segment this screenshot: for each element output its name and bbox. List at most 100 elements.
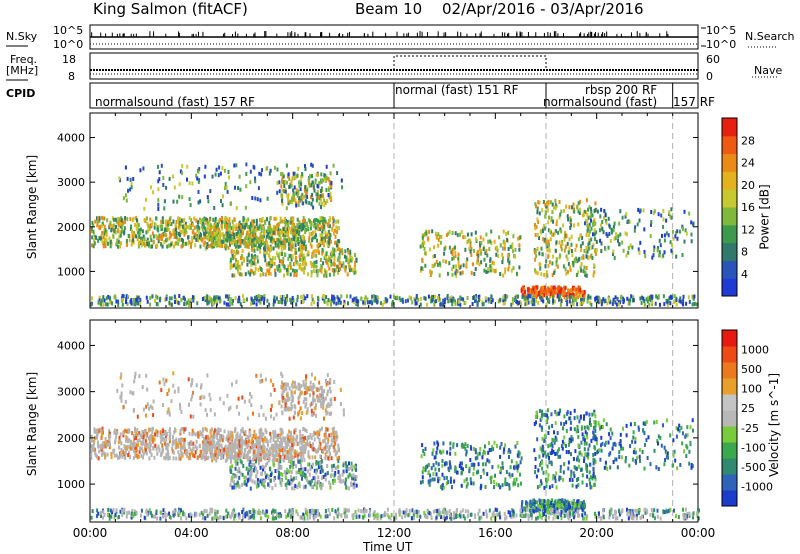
scatter-cell: [136, 218, 138, 223]
scatter-cell: [207, 443, 210, 448]
scatter-cell: [246, 434, 249, 439]
scatter-cell: [240, 233, 243, 238]
scatter-cell: [262, 452, 265, 457]
scatter-cell: [489, 239, 492, 244]
scatter-cell: [566, 214, 569, 219]
scatter-cell: [283, 273, 285, 278]
scatter-cell: [215, 441, 218, 446]
scatter-cell: [251, 196, 254, 200]
scatter-cell: [298, 484, 301, 489]
scatter-cell: [154, 244, 157, 249]
scatter-cell: [615, 302, 618, 307]
scatter-cell: [332, 163, 335, 168]
scatter-cell: [302, 485, 305, 490]
scatter-cell: [139, 168, 142, 173]
scatter-cell: [205, 218, 208, 222]
scatter-cell: [253, 225, 256, 230]
scatter-cell: [333, 262, 336, 267]
scatter-cell: [291, 231, 294, 236]
scatter-cell: [294, 171, 297, 176]
scatter-cell: [577, 286, 580, 291]
scatter-cell: [324, 431, 327, 436]
scatter-cell: [280, 298, 283, 303]
scatter-cell: [286, 227, 288, 232]
scatter-cell: [322, 439, 325, 444]
scatter-cell: [94, 429, 97, 434]
scatter-cell: [534, 257, 537, 262]
scatter-cell: [544, 210, 547, 215]
scatter-cell: [90, 438, 93, 443]
scatter-cell: [236, 431, 239, 436]
scatter-cell: [268, 225, 271, 230]
scatter-cell: [555, 262, 558, 267]
scatter-cell: [125, 239, 128, 243]
scatter-cell: [253, 255, 256, 260]
scatter-cell: [197, 200, 200, 205]
scatter-cell: [431, 298, 434, 303]
scatter-cell: [474, 295, 477, 300]
scatter-cell: [288, 439, 291, 443]
scatter-cell: [299, 264, 302, 268]
scatter-cell: [172, 435, 174, 439]
scatter-cell: [178, 456, 181, 461]
scatter-cell: [328, 257, 331, 262]
scatter-cell: [621, 240, 624, 245]
scatter-cell: [118, 435, 121, 440]
scatter-cell: [590, 245, 593, 250]
scatter-cell: [217, 455, 219, 460]
scatter-cell: [180, 244, 183, 249]
scatter-cell: [313, 221, 316, 226]
scatter-cell: [349, 294, 352, 299]
scatter-cell: [198, 234, 201, 239]
scatter-cell: [591, 213, 594, 218]
scatter-cell: [308, 455, 311, 460]
scatter-cell: [223, 186, 226, 191]
scatter-cell: [175, 227, 177, 232]
scatter-cell: [442, 298, 445, 303]
scatter-cell: [258, 224, 261, 229]
scatter-cell: [253, 429, 256, 434]
scatter-cell: [197, 238, 199, 243]
scatter-cell: [421, 257, 424, 262]
scatter-cell: [248, 259, 251, 264]
scatter-cell: [262, 442, 265, 447]
scatter-cell: [168, 176, 171, 181]
scatter-cell: [332, 439, 335, 444]
scatter-cell: [320, 216, 323, 221]
scatter-cell: [462, 263, 465, 268]
scatter-cell: [534, 223, 536, 227]
scatter-cell: [131, 234, 134, 239]
scatter-cell: [206, 435, 209, 440]
scatter-cell: [275, 442, 278, 447]
scatter-cell: [555, 240, 558, 245]
scatter-cell: [148, 441, 151, 446]
scatter-cell: [155, 216, 157, 221]
scatter-cell: [333, 478, 336, 483]
scatter-cell: [238, 439, 241, 444]
scatter-cell: [290, 247, 293, 252]
scatter-cell: [166, 449, 169, 454]
scatter-cell: [121, 302, 124, 307]
scatter-cell: [114, 440, 116, 445]
scatter-cell: [260, 445, 263, 450]
scatter-cell: [308, 236, 311, 240]
scatter-cell: [149, 223, 152, 228]
scatter-cell: [259, 295, 262, 300]
scatter-cell: [538, 200, 541, 205]
scatter-cell: [355, 483, 358, 488]
scatter-cell: [296, 298, 299, 303]
scatter-cell: [155, 234, 158, 239]
scatter-cell: [342, 261, 345, 266]
scatter-cell: [142, 451, 145, 456]
scatter-cell: [209, 297, 212, 302]
scatter-cell: [240, 256, 242, 261]
scatter-cell: [682, 302, 685, 307]
scatter-cell: [662, 294, 665, 299]
scatter-cell: [295, 302, 298, 307]
scatter-cell: [233, 440, 236, 445]
scatter-cell: [485, 248, 488, 253]
scatter-cell: [101, 221, 104, 226]
scatter-cell: [169, 216, 172, 221]
y-tick-label: 3000: [57, 176, 85, 189]
scatter-cell: [328, 433, 331, 438]
